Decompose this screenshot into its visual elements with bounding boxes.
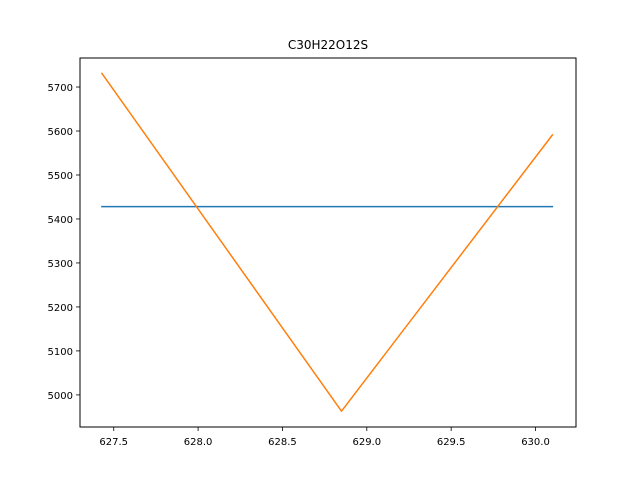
y-axis: 5000 5100 5200 5300 5400 5500 5600 5700: [48, 83, 80, 402]
x-tick-label: 630.0: [521, 437, 550, 448]
x-axis: 627.5 628.0 628.5 629.0 629.5 630.0: [99, 427, 550, 448]
chart-title: C30H22O12S: [288, 38, 368, 52]
x-tick-label: 629.0: [352, 437, 381, 448]
plot-frame: [79, 57, 577, 428]
y-tick-label: 5700: [48, 83, 73, 94]
x-tick-label: 627.5: [99, 437, 128, 448]
y-tick-label: 5200: [48, 303, 73, 314]
y-tick-label: 5600: [48, 127, 73, 138]
y-tick-label: 5400: [48, 215, 73, 226]
y-tick-label: 5000: [48, 391, 73, 402]
x-tick-label: 628.0: [184, 437, 213, 448]
y-tick-label: 5300: [48, 259, 73, 270]
x-tick-label: 628.5: [268, 437, 297, 448]
y-tick-label: 5500: [48, 171, 73, 182]
series-2-line: [100, 72, 554, 412]
x-tick-label: 629.5: [437, 437, 466, 448]
y-tick-label: 5100: [48, 347, 73, 358]
series-layer: [100, 72, 554, 412]
